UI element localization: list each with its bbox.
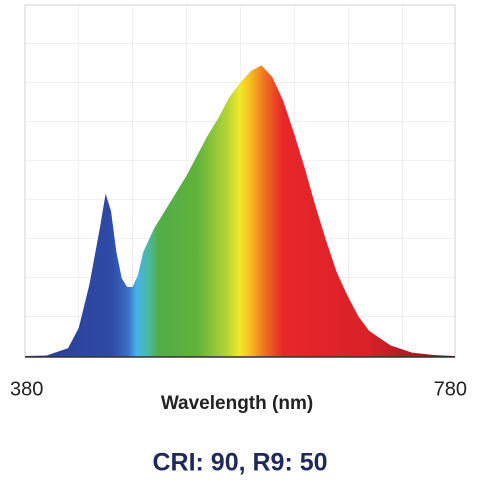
x-axis-label: Wavelength (nm) bbox=[161, 393, 313, 414]
spectrum-area bbox=[25, 65, 455, 357]
x-tick-label: 780 bbox=[434, 378, 467, 400]
caption: CRI: 90, R9: 50 bbox=[152, 449, 327, 477]
x-tick-label: 380 bbox=[10, 378, 43, 400]
